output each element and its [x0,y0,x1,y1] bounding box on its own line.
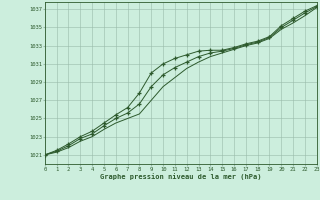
X-axis label: Graphe pression niveau de la mer (hPa): Graphe pression niveau de la mer (hPa) [100,173,261,180]
